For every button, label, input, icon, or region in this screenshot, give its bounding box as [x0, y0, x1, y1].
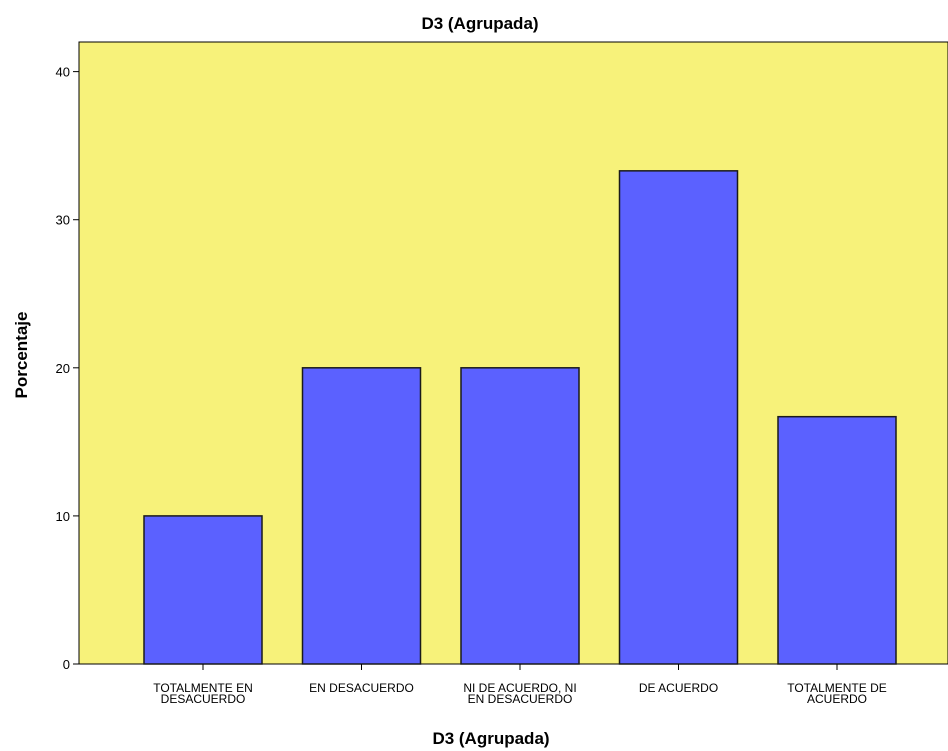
y-axis: 0 10 20 30 40 — [56, 65, 79, 672]
y-tick-label: 30 — [56, 213, 70, 228]
bar-4 — [618, 170, 739, 665]
x-tick-label: TOTALMENTE EN DESACUERDO — [153, 681, 253, 706]
y-tick-label: 0 — [63, 657, 70, 672]
x-tick-label: EN DESACUERDO — [309, 681, 414, 695]
x-tick-label: NI DE ACUERDO, NI EN DESACUERDO — [463, 681, 576, 706]
y-axis-label: Porcentaje — [12, 312, 31, 399]
bar-1 — [143, 515, 263, 665]
chart-title: D3 (Agrupada) — [421, 14, 538, 33]
bar-5 — [777, 415, 897, 665]
y-tick-label: 10 — [56, 509, 70, 524]
x-tick-label: TOTALMENTE DE ACUERDO — [787, 681, 887, 706]
bars-group — [143, 170, 897, 665]
bar-2 — [301, 367, 422, 665]
x-tick-label: DE ACUERDO — [639, 681, 718, 695]
bar-3 — [460, 367, 580, 665]
y-tick-label: 40 — [56, 65, 70, 80]
x-axis-label: D3 (Agrupada) — [432, 729, 549, 748]
y-tick-label: 20 — [56, 361, 70, 376]
x-axis: TOTALMENTE EN DESACUERDO EN DESACUERDO NI D… — [153, 664, 887, 706]
